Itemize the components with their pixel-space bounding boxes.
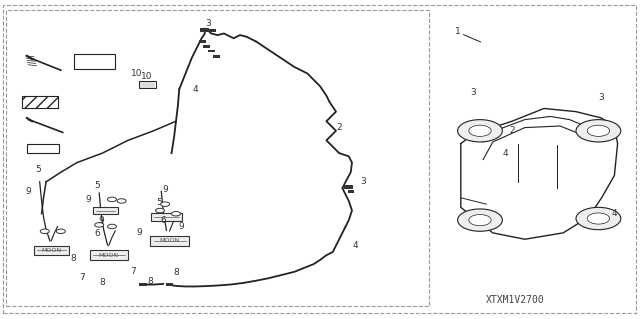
Text: 5: 5 bbox=[95, 181, 100, 189]
Text: MOON: MOON bbox=[99, 253, 119, 258]
Circle shape bbox=[468, 215, 492, 226]
Text: XTXM1V2700: XTXM1V2700 bbox=[486, 295, 545, 305]
FancyBboxPatch shape bbox=[150, 236, 189, 246]
Text: 7: 7 bbox=[131, 267, 136, 276]
Text: 8: 8 bbox=[71, 254, 76, 263]
Circle shape bbox=[161, 202, 170, 206]
FancyBboxPatch shape bbox=[207, 49, 215, 53]
FancyBboxPatch shape bbox=[151, 213, 182, 221]
Circle shape bbox=[95, 223, 104, 227]
Text: 3: 3 bbox=[361, 177, 366, 186]
Text: 5: 5 bbox=[156, 198, 161, 207]
Text: 8: 8 bbox=[148, 277, 153, 286]
Text: 10: 10 bbox=[141, 72, 153, 81]
Text: 7: 7 bbox=[79, 273, 84, 282]
FancyBboxPatch shape bbox=[166, 283, 173, 286]
Circle shape bbox=[576, 120, 621, 142]
FancyBboxPatch shape bbox=[93, 207, 118, 214]
Circle shape bbox=[108, 224, 116, 229]
Text: 9: 9 bbox=[163, 185, 168, 194]
Text: 9: 9 bbox=[26, 187, 31, 196]
Circle shape bbox=[458, 120, 502, 142]
Text: 3: 3 bbox=[471, 88, 476, 97]
Text: 9: 9 bbox=[99, 216, 104, 225]
FancyBboxPatch shape bbox=[204, 45, 210, 48]
FancyBboxPatch shape bbox=[74, 54, 115, 69]
Circle shape bbox=[40, 229, 49, 234]
Text: MOON: MOON bbox=[159, 238, 180, 243]
Text: 5: 5 bbox=[36, 165, 41, 174]
Circle shape bbox=[468, 125, 492, 137]
Text: 9: 9 bbox=[86, 195, 91, 204]
Text: 4: 4 bbox=[193, 85, 198, 94]
Text: 8: 8 bbox=[100, 278, 105, 287]
FancyBboxPatch shape bbox=[200, 28, 209, 32]
FancyBboxPatch shape bbox=[139, 283, 147, 286]
Text: 2: 2 bbox=[337, 123, 342, 132]
FancyBboxPatch shape bbox=[348, 190, 354, 193]
Circle shape bbox=[108, 197, 116, 202]
Text: 8: 8 bbox=[173, 268, 179, 277]
Circle shape bbox=[576, 207, 621, 230]
Text: 2: 2 bbox=[509, 126, 515, 135]
Circle shape bbox=[156, 208, 164, 213]
FancyBboxPatch shape bbox=[212, 55, 220, 58]
Text: 6: 6 bbox=[161, 216, 166, 225]
Text: 10: 10 bbox=[131, 69, 142, 78]
FancyBboxPatch shape bbox=[22, 96, 58, 108]
Circle shape bbox=[56, 229, 65, 234]
Text: 4: 4 bbox=[503, 149, 508, 158]
FancyBboxPatch shape bbox=[140, 81, 155, 88]
FancyBboxPatch shape bbox=[209, 29, 216, 32]
Circle shape bbox=[588, 213, 610, 224]
Text: 4: 4 bbox=[353, 241, 358, 250]
Circle shape bbox=[588, 125, 610, 137]
FancyBboxPatch shape bbox=[344, 185, 353, 189]
FancyBboxPatch shape bbox=[27, 144, 59, 153]
Text: 9: 9 bbox=[137, 228, 142, 237]
Text: 4: 4 bbox=[612, 209, 617, 218]
Text: 3: 3 bbox=[205, 19, 211, 28]
Text: 9: 9 bbox=[179, 222, 184, 231]
Circle shape bbox=[172, 211, 180, 216]
FancyBboxPatch shape bbox=[34, 246, 69, 255]
FancyBboxPatch shape bbox=[200, 40, 206, 43]
FancyBboxPatch shape bbox=[90, 250, 128, 260]
Text: 3: 3 bbox=[599, 93, 604, 102]
Circle shape bbox=[117, 199, 126, 203]
Circle shape bbox=[458, 209, 502, 231]
Text: MOON: MOON bbox=[41, 248, 61, 253]
Text: 6: 6 bbox=[95, 229, 100, 238]
Text: 1: 1 bbox=[455, 27, 460, 36]
